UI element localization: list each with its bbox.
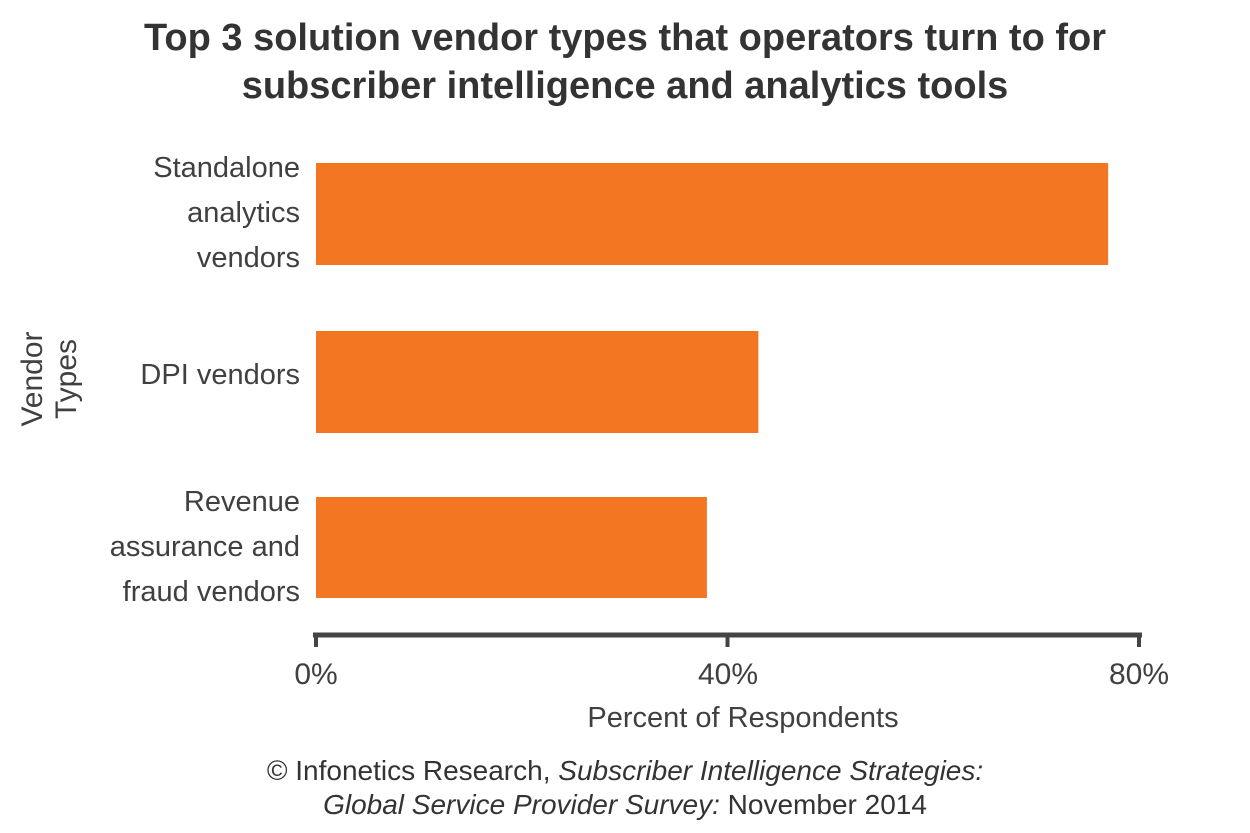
category-label-revenue-assurance: Revenue assurance and fraud vendors xyxy=(110,480,300,615)
category-label-line: Standalone xyxy=(153,152,300,184)
y-axis-label: Vendor Types xyxy=(16,331,83,427)
source-note: © Infonetics Research, Subscriber Intell… xyxy=(0,754,1250,822)
category-label-line: Revenue xyxy=(183,486,300,518)
bar-dpi-vendors xyxy=(316,331,759,433)
category-label-line: DPI vendors xyxy=(140,359,300,391)
x-tick-label: 80% xyxy=(1108,658,1170,691)
category-label-line: fraud vendors xyxy=(122,576,300,608)
x-tick-label: 40% xyxy=(697,658,759,691)
category-label-line: analytics xyxy=(187,197,300,229)
x-axis-label: Percent of Respondents xyxy=(587,702,899,734)
category-label-dpi: DPI vendors xyxy=(140,353,300,398)
category-label-standalone: Standalone analytics vendors xyxy=(153,146,300,281)
bar-revenue-assurance-and-fraud-vendors xyxy=(316,497,707,598)
source-date: November 2014 xyxy=(719,789,927,820)
chart-title: Top 3 solution vendor types that operato… xyxy=(0,14,1250,110)
title-line-2: subscriber intelligence and analytics to… xyxy=(241,65,1009,107)
bar-standalone-analytics-vendors xyxy=(316,163,1109,265)
source-prefix: © Infonetics Research, xyxy=(266,755,559,786)
category-label-line: vendors xyxy=(196,242,300,274)
x-tick-label: 0% xyxy=(294,658,338,691)
title-line-1: Top 3 solution vendor types that operato… xyxy=(144,17,1106,59)
source-report-subtitle: Global Service Provider Survey: xyxy=(323,789,720,820)
source-report-title: Subscriber Intelligence Strategies: xyxy=(558,755,984,786)
category-label-line: assurance and xyxy=(109,531,300,563)
